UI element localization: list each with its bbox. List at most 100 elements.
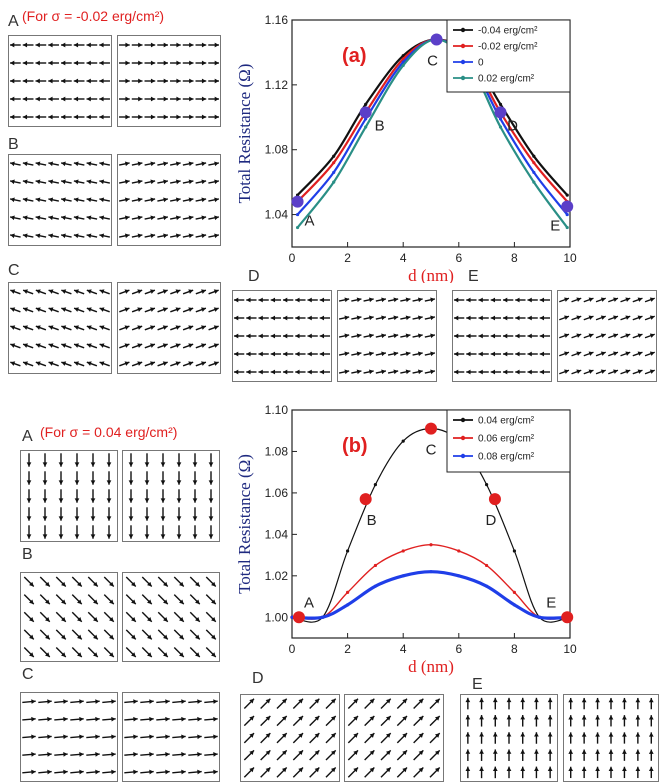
spin-arrow (189, 594, 201, 605)
spin-arrow (270, 369, 282, 375)
spin-arrow (48, 96, 59, 102)
spin-arrow (61, 96, 72, 102)
spin-arrow (118, 197, 130, 203)
spin-arrow (182, 42, 194, 48)
spin-arrow (61, 307, 72, 313)
spin-arrow (534, 766, 539, 779)
spin-panel-d-left-bottom (240, 694, 340, 782)
spin-arrow (157, 114, 168, 120)
spin-arrow (141, 629, 153, 640)
spin-arrow (73, 361, 85, 367)
spin-arrow (131, 233, 143, 239)
spin-arrow (246, 315, 257, 321)
condition-label-bottom: (For σ = 0.04 erg/cm²) (40, 424, 178, 440)
spin-arrow (71, 629, 83, 640)
spin-arrow (195, 343, 207, 349)
spin-arrow (338, 369, 350, 375)
spin-arrow (276, 698, 288, 709)
spin-panel-a-left-bottom (20, 450, 118, 542)
spin-arrow (144, 96, 156, 102)
legend-marker (460, 59, 466, 65)
spin-arrow (648, 732, 654, 744)
legend-entry: -0.02 erg/cm² (478, 42, 538, 53)
legend-entry: -0.04 erg/cm² (478, 26, 538, 37)
spin-arrow (22, 734, 36, 740)
spin-arrow (86, 179, 98, 185)
series-point (373, 584, 377, 588)
spin-arrow (644, 297, 655, 303)
spin-arrow (26, 507, 32, 521)
spin-arrow (22, 343, 34, 349)
spin-arrow (39, 594, 51, 605)
spin-arrow (99, 325, 110, 331)
spin-arrow (479, 715, 484, 727)
spin-arrow (169, 179, 181, 185)
spin-arrow (595, 715, 600, 727)
spin-arrow (502, 297, 514, 303)
spin-arrow (125, 594, 137, 605)
series-point (565, 212, 569, 217)
spin-arrow (583, 351, 594, 357)
spin-arrow (608, 297, 619, 303)
spin-arrow (515, 315, 526, 321)
spin-arrow (208, 471, 214, 485)
series-point (457, 574, 461, 578)
spin-arrow (157, 42, 168, 48)
spin-arrow (48, 325, 59, 331)
spin-arrow (182, 325, 194, 331)
spin-arrow (325, 732, 337, 744)
spin-arrow (195, 307, 207, 313)
spin-arrow (35, 289, 47, 295)
spin-arrow (506, 749, 512, 761)
spin-arrow (547, 732, 553, 744)
series-point (401, 439, 405, 443)
spin-arrow (58, 525, 64, 539)
spin-arrow (73, 233, 85, 239)
spin-arrow (26, 453, 32, 467)
spin-arrow (86, 307, 98, 313)
spin-arrow (22, 716, 36, 722)
x-tick-label: 8 (511, 251, 518, 265)
x-tick-label: 10 (563, 642, 577, 656)
spin-arrow (534, 697, 539, 710)
spin-arrow (307, 369, 318, 375)
spin-arrow (208, 325, 219, 331)
spin-arrow (453, 351, 465, 357)
spin-arrow (622, 715, 627, 727)
spin-arrow (10, 96, 21, 102)
spin-arrow (608, 766, 614, 779)
marked-point-label: C (426, 442, 437, 459)
spin-arrow (172, 734, 186, 740)
spin-arrow (10, 325, 21, 331)
spin-arrow (172, 769, 186, 775)
spin-arrow (54, 734, 68, 740)
spin-arrow (73, 325, 85, 331)
spin-arrow (141, 576, 153, 588)
state-label-c-top: C (8, 262, 20, 279)
spin-arrow (632, 333, 643, 339)
spin-arrow (506, 732, 512, 744)
spin-arrow (292, 767, 304, 778)
spin-arrow (319, 351, 331, 357)
spin-arrow (157, 78, 168, 84)
spin-arrow (73, 289, 85, 295)
spin-arrow (157, 361, 168, 367)
spin-arrow (351, 333, 362, 339)
spin-arrow (534, 715, 539, 727)
spin-arrow (387, 333, 399, 339)
spin-arrow (170, 78, 181, 84)
marked-point-c (430, 33, 443, 46)
series-point (332, 154, 336, 158)
spin-arrow (61, 289, 72, 295)
spin-arrow (22, 769, 36, 775)
spin-arrow (157, 325, 168, 331)
spin-arrow (364, 698, 375, 709)
spin-arrow (48, 307, 59, 313)
spin-arrow (131, 78, 143, 84)
legend-marker (460, 27, 466, 33)
spin-arrow (195, 114, 207, 120)
spin-arrow (387, 297, 399, 303)
spin-arrow (478, 333, 489, 339)
spin-arrow (74, 471, 80, 485)
spin-arrow (157, 576, 169, 588)
